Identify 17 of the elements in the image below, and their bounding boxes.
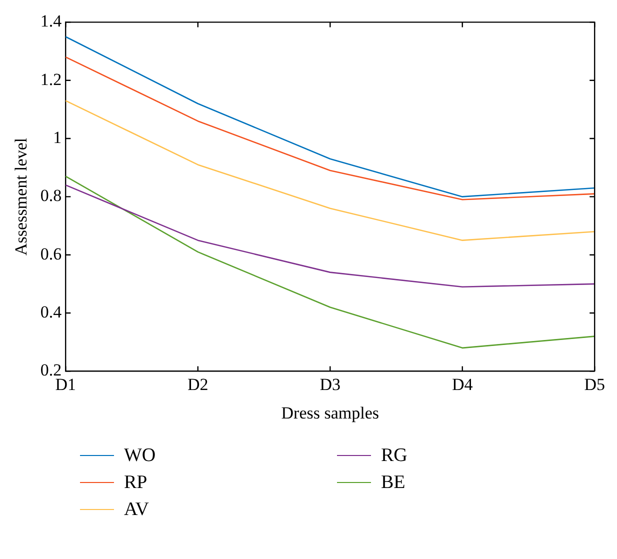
x-axis-title: Dress samples [281, 403, 379, 422]
y-tick-label: 0.8 [40, 186, 62, 206]
y-tick-label: 1.4 [40, 12, 62, 31]
y-tick-label: 1.2 [40, 70, 62, 89]
legend-label: AV [124, 498, 149, 520]
x-tick-label: D4 [452, 374, 474, 394]
legend-label: WO [124, 444, 156, 466]
y-axis-title: Assessment level [12, 138, 31, 256]
x-tick-label: D2 [188, 374, 208, 394]
y-tick-label: 1 [53, 128, 62, 147]
legend-label: RP [124, 472, 148, 494]
legend-label: BE [381, 472, 406, 494]
legend-label: RG [381, 444, 408, 466]
x-tick-label: D3 [320, 374, 341, 394]
y-tick-label: 0.4 [40, 302, 62, 322]
x-tick-label: D5 [584, 374, 605, 394]
y-tick-label: 0.6 [40, 244, 62, 264]
